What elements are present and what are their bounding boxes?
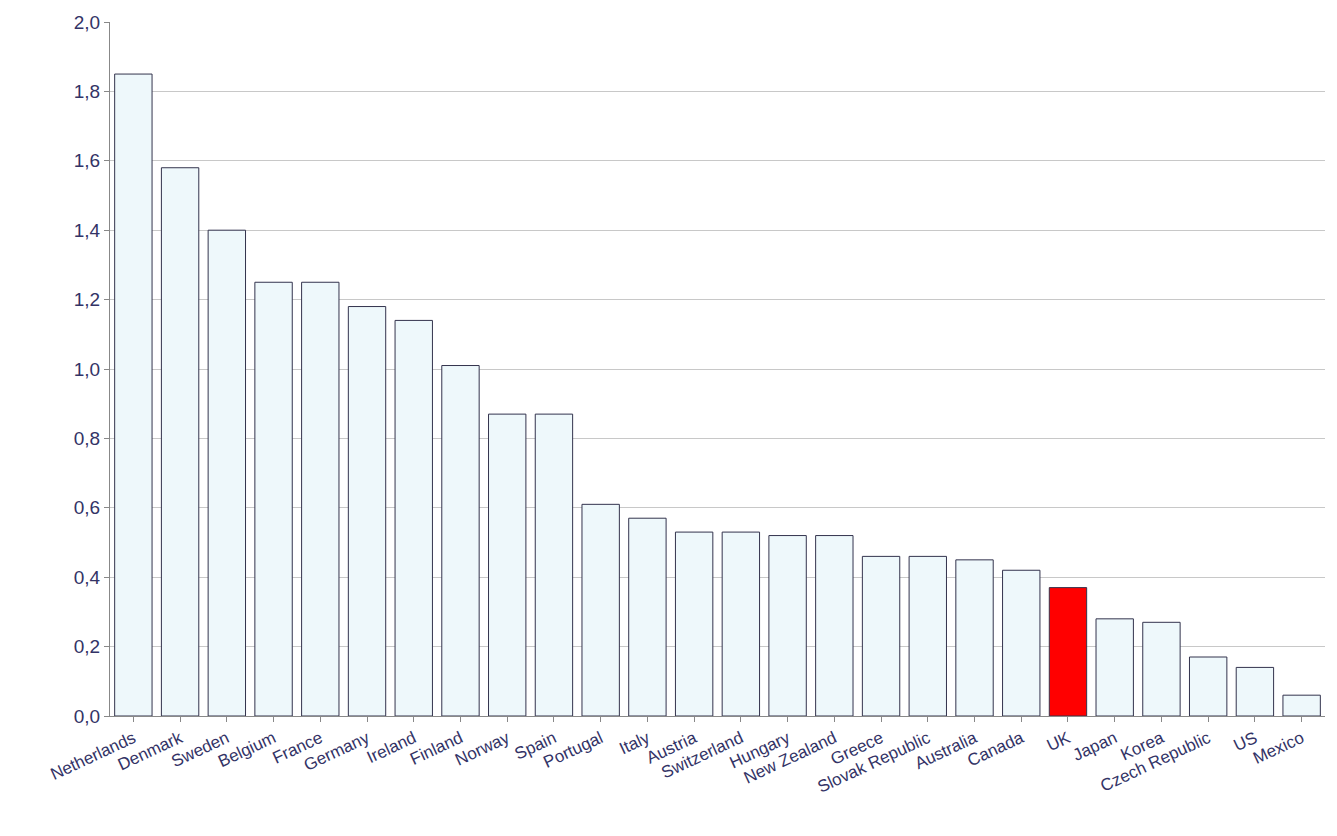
svg-text:1,2: 1,2 [74,289,100,310]
svg-text:Belgium: Belgium [215,728,279,771]
svg-text:US: US [1231,728,1260,755]
svg-text:0,6: 0,6 [74,497,100,518]
svg-text:Korea: Korea [1118,728,1168,765]
svg-text:Spain: Spain [512,728,559,764]
svg-text:Canada: Canada [965,728,1027,771]
svg-text:Japan: Japan [1070,728,1120,765]
svg-text:UK: UK [1044,728,1074,755]
svg-text:Denmark: Denmark [115,728,186,775]
svg-text:Netherlands: Netherlands [48,728,139,784]
svg-text:Australia: Australia [912,728,980,773]
svg-text:0,4: 0,4 [74,567,101,588]
svg-text:France: France [270,728,326,768]
svg-text:Sweden: Sweden [168,728,232,771]
svg-text:Switzerland: Switzerland [658,728,746,782]
svg-text:Greece: Greece [828,728,887,769]
svg-text:Portugal: Portugal [541,728,606,772]
svg-text:Mexico: Mexico [1250,728,1307,768]
svg-text:Norway: Norway [452,728,513,770]
svg-text:New Zealand: New Zealand [741,728,840,788]
svg-text:Czech Republic: Czech Republic [1098,728,1214,796]
svg-text:1,0: 1,0 [74,359,100,380]
svg-text:2,0: 2,0 [74,12,100,33]
svg-text:Slovak Republic: Slovak Republic [815,728,934,797]
svg-text:Ireland: Ireland [364,728,419,767]
svg-text:1,8: 1,8 [74,81,100,102]
svg-text:0,2: 0,2 [74,636,100,657]
svg-text:1,4: 1,4 [74,220,101,241]
svg-text:Germany: Germany [301,728,373,775]
svg-text:Italy: Italy [616,728,653,759]
svg-text:Hungary: Hungary [727,728,794,773]
svg-text:0,0: 0,0 [74,706,100,727]
svg-text:Austria: Austria [643,728,699,768]
svg-text:0,8: 0,8 [74,428,100,449]
svg-text:1,6: 1,6 [74,150,100,171]
svg-text:Finland: Finland [407,728,466,769]
